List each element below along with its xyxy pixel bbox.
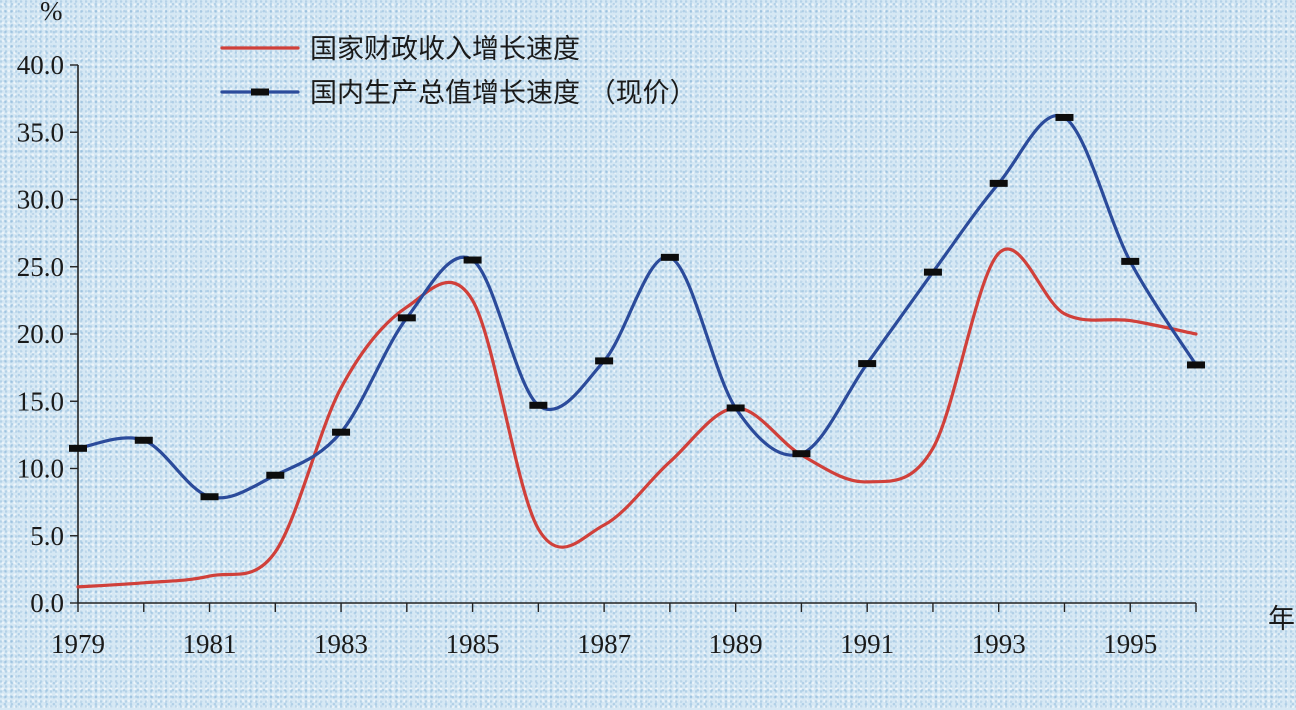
series-2-point xyxy=(69,444,87,452)
x-tick-label: 1993 xyxy=(972,629,1026,659)
series-2-point xyxy=(858,360,877,368)
series-2-point xyxy=(1187,361,1205,369)
x-tick-label: 1983 xyxy=(314,629,368,659)
series-2-point xyxy=(332,428,351,436)
x-tick-label: 1989 xyxy=(709,629,763,659)
series-layer xyxy=(69,113,1205,589)
series-2-point xyxy=(134,436,153,444)
series-2-point xyxy=(463,256,482,264)
series-2-line xyxy=(76,113,1198,500)
series-2-point xyxy=(529,401,548,409)
series-2-point xyxy=(792,450,811,458)
y-tick-label: 0.0 xyxy=(30,588,64,618)
x-tick-label: 1981 xyxy=(183,629,237,659)
axes: 0.0 5.0 10.0 15.0 20.0 25.0 30.0 35.0 40.0 1979 19… xyxy=(17,50,1197,659)
series-1-line xyxy=(76,247,1198,589)
legend-marker-2 xyxy=(251,88,269,96)
x-tick-label: 1995 xyxy=(1103,629,1157,659)
y-axis-unit: % xyxy=(40,0,63,26)
series-2-point xyxy=(726,404,745,412)
y-tick-label: 5.0 xyxy=(30,521,64,551)
y-tick-label: 20.0 xyxy=(17,319,64,349)
series-2-point xyxy=(595,357,614,365)
series-2-point xyxy=(923,268,942,276)
series-2-point xyxy=(1121,257,1140,265)
x-tick-label: 1991 xyxy=(840,629,894,659)
y-tick-label: 10.0 xyxy=(17,454,64,484)
x-tick-label: 1987 xyxy=(577,629,631,659)
legend-label-2: 国内生产总值增长速度 （现价） xyxy=(310,78,697,109)
y-tick-label: 35.0 xyxy=(17,117,64,147)
series-2-point xyxy=(397,314,416,322)
series-2-point xyxy=(200,493,219,501)
series-2 xyxy=(69,113,1205,501)
legend-label-1: 国家财政收入增长速度 xyxy=(310,34,580,65)
x-tick-label: 1985 xyxy=(446,629,500,659)
series-2-point xyxy=(266,471,285,479)
y-tick-label: 25.0 xyxy=(17,252,64,282)
series-2-point xyxy=(660,253,679,261)
series-2-point xyxy=(989,179,1008,187)
series-2-point xyxy=(1055,113,1074,121)
series-1 xyxy=(76,247,1198,589)
y-tick-label: 30.0 xyxy=(17,185,64,215)
y-tick-label: 15.0 xyxy=(17,386,64,416)
y-tick-label: 40.0 xyxy=(17,50,64,80)
x-tick-label: 1979 xyxy=(51,629,105,659)
x-axis-unit: 年 xyxy=(1268,604,1295,634)
